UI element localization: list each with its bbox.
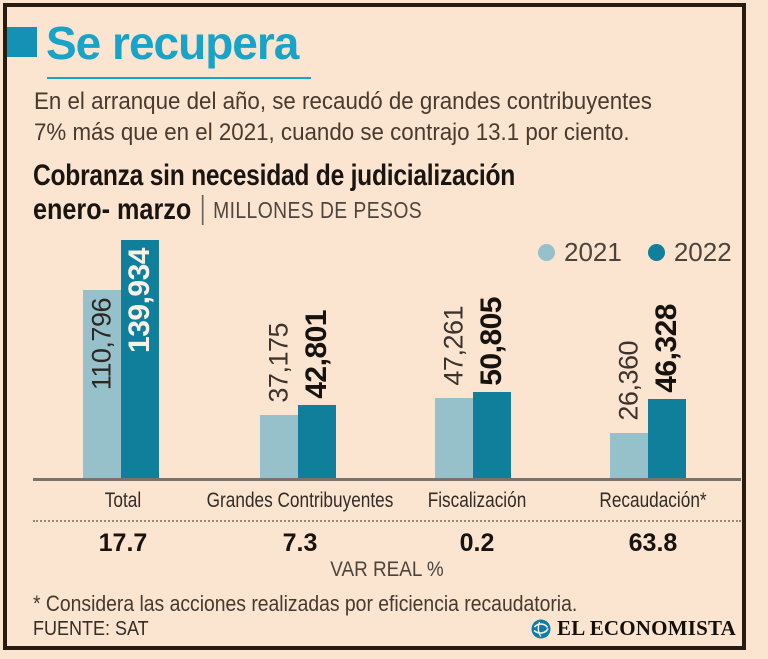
legend-swatch-2021-icon bbox=[538, 244, 555, 261]
bar-2021 bbox=[610, 433, 648, 478]
brand-name: EL ECONOMISTA bbox=[557, 616, 736, 640]
legend-item-2022: 2022 bbox=[647, 237, 732, 268]
legend-swatch-2022-icon bbox=[647, 244, 665, 261]
var-real-value: 17.7 bbox=[98, 529, 148, 557]
bar-2021 bbox=[83, 290, 121, 478]
bar-2022 bbox=[121, 240, 159, 478]
var-real-value: 63.8 bbox=[628, 529, 678, 557]
title-accent-square bbox=[6, 27, 37, 57]
chart-period-label: enero- marzo bbox=[33, 193, 192, 226]
footnote: * Considera las acciones realizadas por … bbox=[33, 591, 578, 616]
bar-2022 bbox=[648, 399, 686, 478]
var-real-axis-label: VAR REAL % bbox=[330, 558, 444, 581]
intro-line-1: En el arranque del año, se recaudó de gr… bbox=[34, 88, 652, 115]
bar-2021 bbox=[260, 415, 298, 478]
bar-value-label-2021: 47,261 bbox=[438, 306, 469, 386]
source-label: FUENTE: SAT bbox=[33, 618, 149, 640]
intro-text: En el arranque del año, se recaudó de gr… bbox=[34, 86, 652, 148]
intro-line-2: 7% más que en el 2021, cuando se contraj… bbox=[34, 119, 630, 146]
category-label: Recaudación* bbox=[599, 489, 707, 512]
bar-value-label-2021: 26,360 bbox=[613, 341, 644, 421]
chart-unit-label: MILLONES DE PESOS bbox=[213, 196, 423, 223]
bar-value-label-2022: 50,805 bbox=[475, 297, 508, 386]
bar-value-label-2021: 37,175 bbox=[263, 323, 294, 403]
var-real-value: 0.2 bbox=[459, 529, 495, 557]
legend-label-2022: 2022 bbox=[673, 237, 732, 267]
bar-value-label-2022: 139,934 bbox=[123, 248, 156, 353]
page-title: Se recupera bbox=[46, 17, 299, 69]
bar-2022 bbox=[473, 392, 511, 478]
category-label: Grandes Contribuyentes bbox=[206, 489, 394, 512]
x-axis-line bbox=[33, 478, 741, 481]
separator-bar bbox=[202, 195, 204, 225]
bar-value-label-2022: 42,801 bbox=[300, 310, 333, 399]
chart-legend: 2021 2022 bbox=[538, 237, 732, 268]
bar-2021 bbox=[435, 398, 473, 478]
dotted-divider bbox=[33, 520, 741, 522]
el-economista-globe-icon bbox=[531, 619, 551, 638]
brand-logo: EL ECONOMISTA bbox=[531, 616, 736, 641]
bar-2022 bbox=[298, 405, 336, 478]
bar-value-label-2021: 110,796 bbox=[86, 298, 117, 391]
title-underline bbox=[47, 77, 311, 79]
legend-label-2021: 2021 bbox=[564, 237, 622, 267]
category-label: Fiscalización bbox=[427, 489, 527, 512]
legend-item-2021: 2021 bbox=[538, 237, 622, 268]
category-label: Total bbox=[104, 489, 142, 512]
var-real-value: 7.3 bbox=[282, 529, 318, 557]
chart-subtitle: enero- marzo MILLONES DE PESOS bbox=[33, 193, 422, 227]
bar-value-label-2022: 46,328 bbox=[650, 304, 683, 393]
chart-title: Cobranza sin necesidad de judicializació… bbox=[33, 159, 516, 192]
